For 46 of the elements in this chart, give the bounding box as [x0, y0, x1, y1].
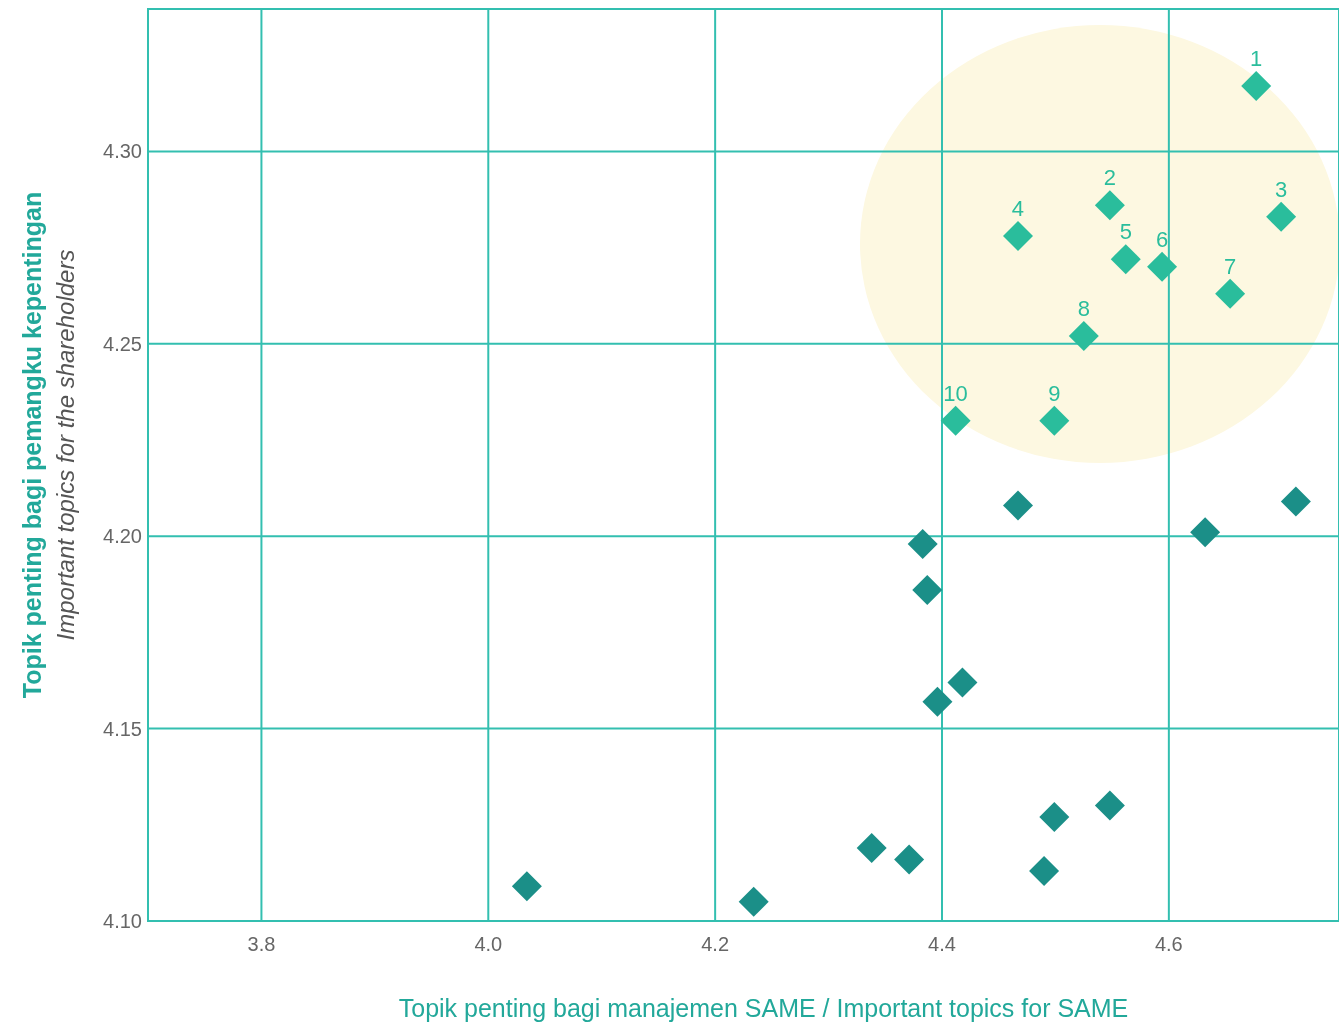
y-tick-label: 4.20 [103, 525, 142, 548]
point [1003, 490, 1033, 521]
point [1215, 278, 1246, 309]
point [1110, 244, 1141, 275]
point [1039, 405, 1070, 436]
x-tick-label: 4.6 [1154, 933, 1183, 955]
x-tick-label: 3.8 [247, 933, 276, 955]
annotation: 7 [1223, 253, 1237, 279]
point [1068, 321, 1099, 352]
point [1094, 790, 1125, 821]
annotation: 5 [1119, 219, 1132, 245]
x-tick-label: 4.0 [474, 933, 503, 955]
point [738, 886, 769, 917]
point [1190, 517, 1221, 548]
point [1094, 190, 1125, 221]
point [922, 686, 953, 717]
y-tick-label: 4.25 [103, 332, 142, 355]
point [856, 832, 887, 863]
point [1241, 70, 1272, 101]
annotation: 1 [1250, 45, 1263, 71]
point [1039, 802, 1070, 833]
y-tick-label: 4.10 [103, 910, 142, 932]
annotation: 4 [1011, 196, 1025, 222]
point [912, 575, 943, 606]
annotation: 6 [1155, 226, 1169, 252]
y-axis-title: Topik penting bagi pemangku kepentingan Important topics for the shareholders [18, 191, 79, 699]
annotation: 2 [1103, 165, 1116, 191]
point [894, 844, 925, 875]
x-tick-label: 4.4 [928, 933, 956, 955]
point [1280, 486, 1311, 517]
x-tick-label: 4.2 [701, 933, 730, 955]
y-tick-label: 4.15 [103, 717, 142, 740]
point [1147, 251, 1178, 282]
annotation: 3 [1275, 176, 1288, 202]
point [1029, 855, 1060, 886]
point [940, 405, 971, 436]
point [1003, 221, 1033, 252]
point [947, 667, 978, 698]
point [907, 528, 938, 559]
point [1266, 201, 1297, 232]
x-axis-title: Topik penting bagi manajemen SAME / Important topics for SAME [398, 994, 1129, 1022]
point [511, 871, 542, 902]
y-tick-label: 4.30 [103, 140, 142, 163]
annotation: 8 [1077, 296, 1090, 322]
annotation: 10 [943, 380, 968, 406]
annotation: 9 [1048, 380, 1061, 406]
